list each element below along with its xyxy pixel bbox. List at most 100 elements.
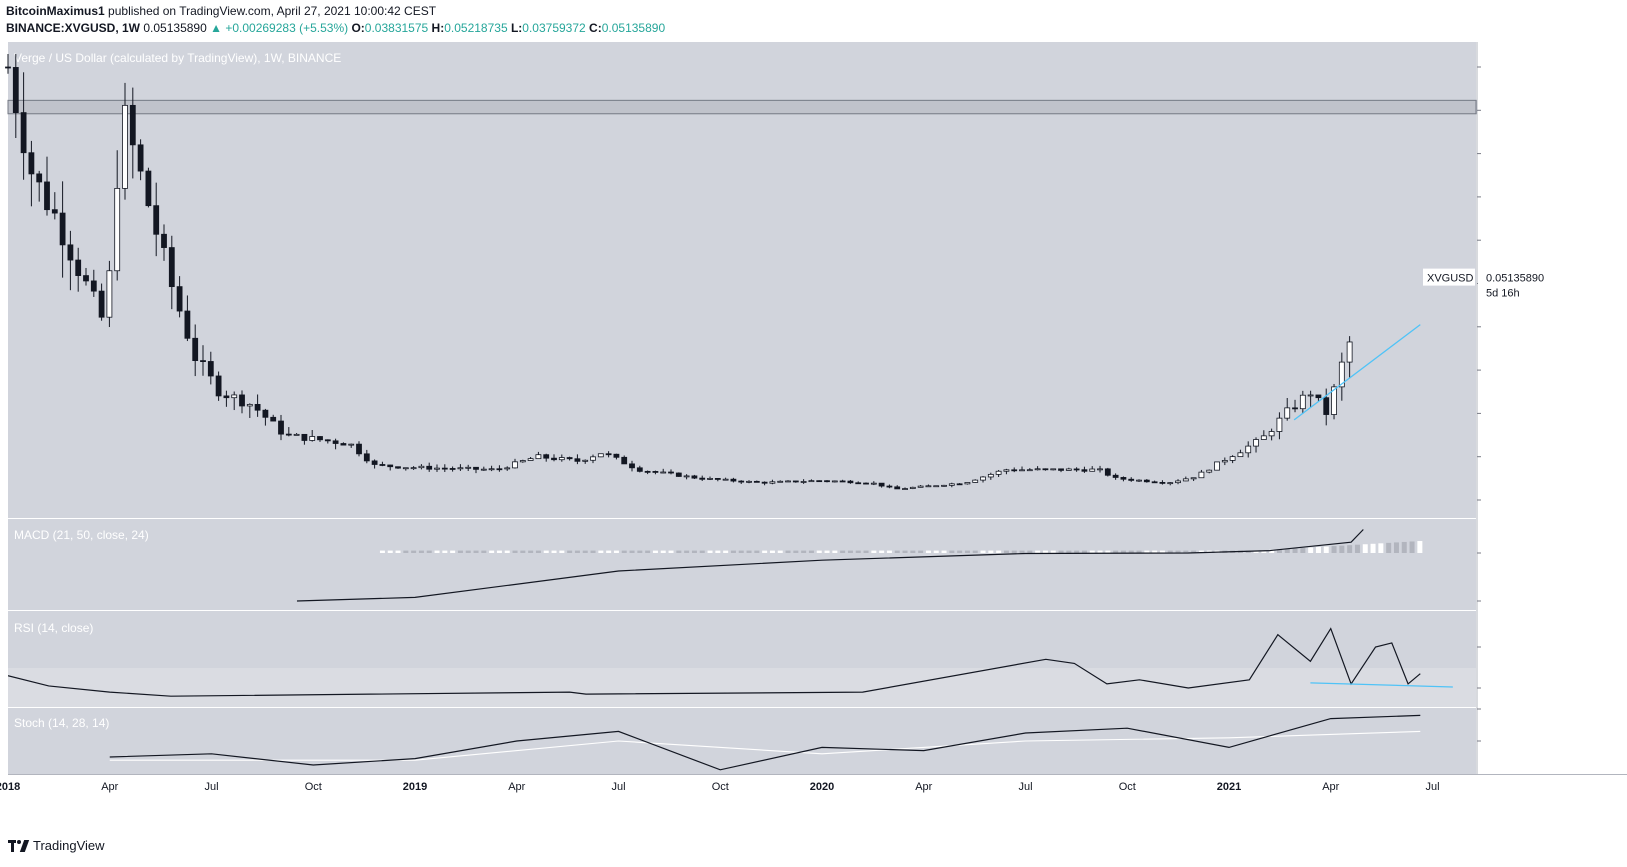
candle	[1229, 455, 1236, 464]
candle-body	[1003, 469, 1010, 472]
candle-body	[527, 458, 534, 461]
candle	[1026, 468, 1033, 472]
candle-body	[1245, 445, 1252, 454]
candle-body	[894, 486, 901, 490]
time-tick-label: Jul	[204, 781, 218, 793]
candle-body	[824, 480, 830, 483]
candle-body	[769, 481, 776, 484]
macd-bar	[1144, 550, 1150, 553]
candle	[629, 460, 635, 472]
candle	[535, 451, 542, 460]
candle-body	[730, 478, 737, 482]
macd-bar	[988, 550, 994, 553]
candle-body	[1268, 431, 1275, 437]
candle	[1307, 390, 1314, 408]
candle-body	[1167, 482, 1174, 485]
macd-bar	[1292, 548, 1298, 553]
macd-bar	[1331, 546, 1337, 553]
macd-bar	[590, 550, 596, 553]
macd-bar	[426, 550, 432, 553]
author-name[interactable]: BitcoinMaximus1	[6, 4, 105, 18]
footer-brand[interactable]: TradingView	[33, 838, 105, 853]
macd-bar	[840, 550, 846, 553]
macd-bar	[520, 550, 526, 553]
candle-body	[473, 466, 479, 470]
macd-bar	[1308, 547, 1314, 553]
candle-body	[964, 482, 971, 485]
macd-bar	[668, 550, 674, 553]
macd-bar	[1284, 548, 1290, 553]
candle-body	[590, 456, 596, 461]
candle-body	[800, 481, 807, 483]
candle-body	[137, 144, 144, 172]
macd-bar	[379, 550, 385, 553]
candle	[933, 485, 940, 488]
candle-body	[707, 478, 713, 480]
candle-body	[831, 480, 838, 483]
candle-body	[434, 467, 440, 470]
candle	[753, 480, 760, 483]
candle	[340, 442, 347, 446]
candle	[496, 465, 503, 472]
candle-body	[1292, 407, 1298, 410]
macd-bar	[442, 550, 448, 553]
candle-body	[995, 470, 1002, 475]
candle	[59, 181, 66, 278]
candle-body	[519, 460, 526, 463]
candle-body	[1112, 474, 1119, 478]
macd-bar	[1097, 550, 1103, 553]
candle-body	[441, 467, 448, 470]
rsi-title: RSI (14, close)	[14, 621, 93, 635]
candle-body	[1214, 461, 1220, 471]
candle-body	[504, 467, 511, 470]
macd-bar	[411, 550, 417, 553]
macd-bar	[1354, 544, 1360, 553]
candle	[402, 467, 409, 471]
candle-body	[605, 453, 612, 456]
macd-bar	[1011, 550, 1017, 553]
candle-body	[356, 443, 362, 455]
macd-bar	[1401, 541, 1407, 553]
close-value: 0.05135890	[601, 21, 666, 35]
candle-body	[1104, 468, 1111, 476]
candle	[270, 414, 277, 422]
candle	[246, 403, 253, 418]
candle	[200, 345, 206, 376]
candle	[1276, 412, 1283, 440]
candle	[1042, 468, 1049, 471]
candle	[324, 439, 331, 444]
price-tick-label: 0.06000000	[1486, 235, 1544, 247]
low-label: L:	[510, 21, 523, 35]
candle-body	[1260, 435, 1267, 440]
macd-bar	[1393, 542, 1399, 553]
time-tick-label: Oct	[305, 781, 322, 793]
candle	[886, 484, 893, 489]
candle-body	[496, 468, 503, 471]
macd-bar	[871, 550, 877, 553]
time-tick-label: 2018	[0, 781, 20, 793]
macd-bar	[793, 550, 799, 553]
time-tick-label: 2020	[810, 781, 834, 793]
candle	[1019, 466, 1025, 472]
rsi-line	[8, 627, 1421, 697]
up-arrow-icon: ▲	[210, 21, 222, 35]
candle-body	[379, 464, 386, 466]
candle	[519, 459, 526, 463]
candle	[675, 472, 682, 477]
candle	[551, 454, 557, 462]
candle-body	[933, 485, 940, 488]
candle	[769, 479, 776, 485]
candle	[5, 54, 11, 74]
candle-body	[535, 454, 542, 460]
candle	[894, 485, 901, 490]
candle-body	[410, 467, 417, 470]
candle-body	[863, 482, 869, 485]
macd-bar	[450, 550, 456, 553]
candle-body	[847, 480, 854, 484]
candle-body	[636, 467, 643, 472]
candle-body	[1128, 478, 1135, 481]
macd-bar	[1019, 550, 1025, 553]
candle	[1237, 449, 1244, 458]
candle-body	[285, 433, 292, 436]
